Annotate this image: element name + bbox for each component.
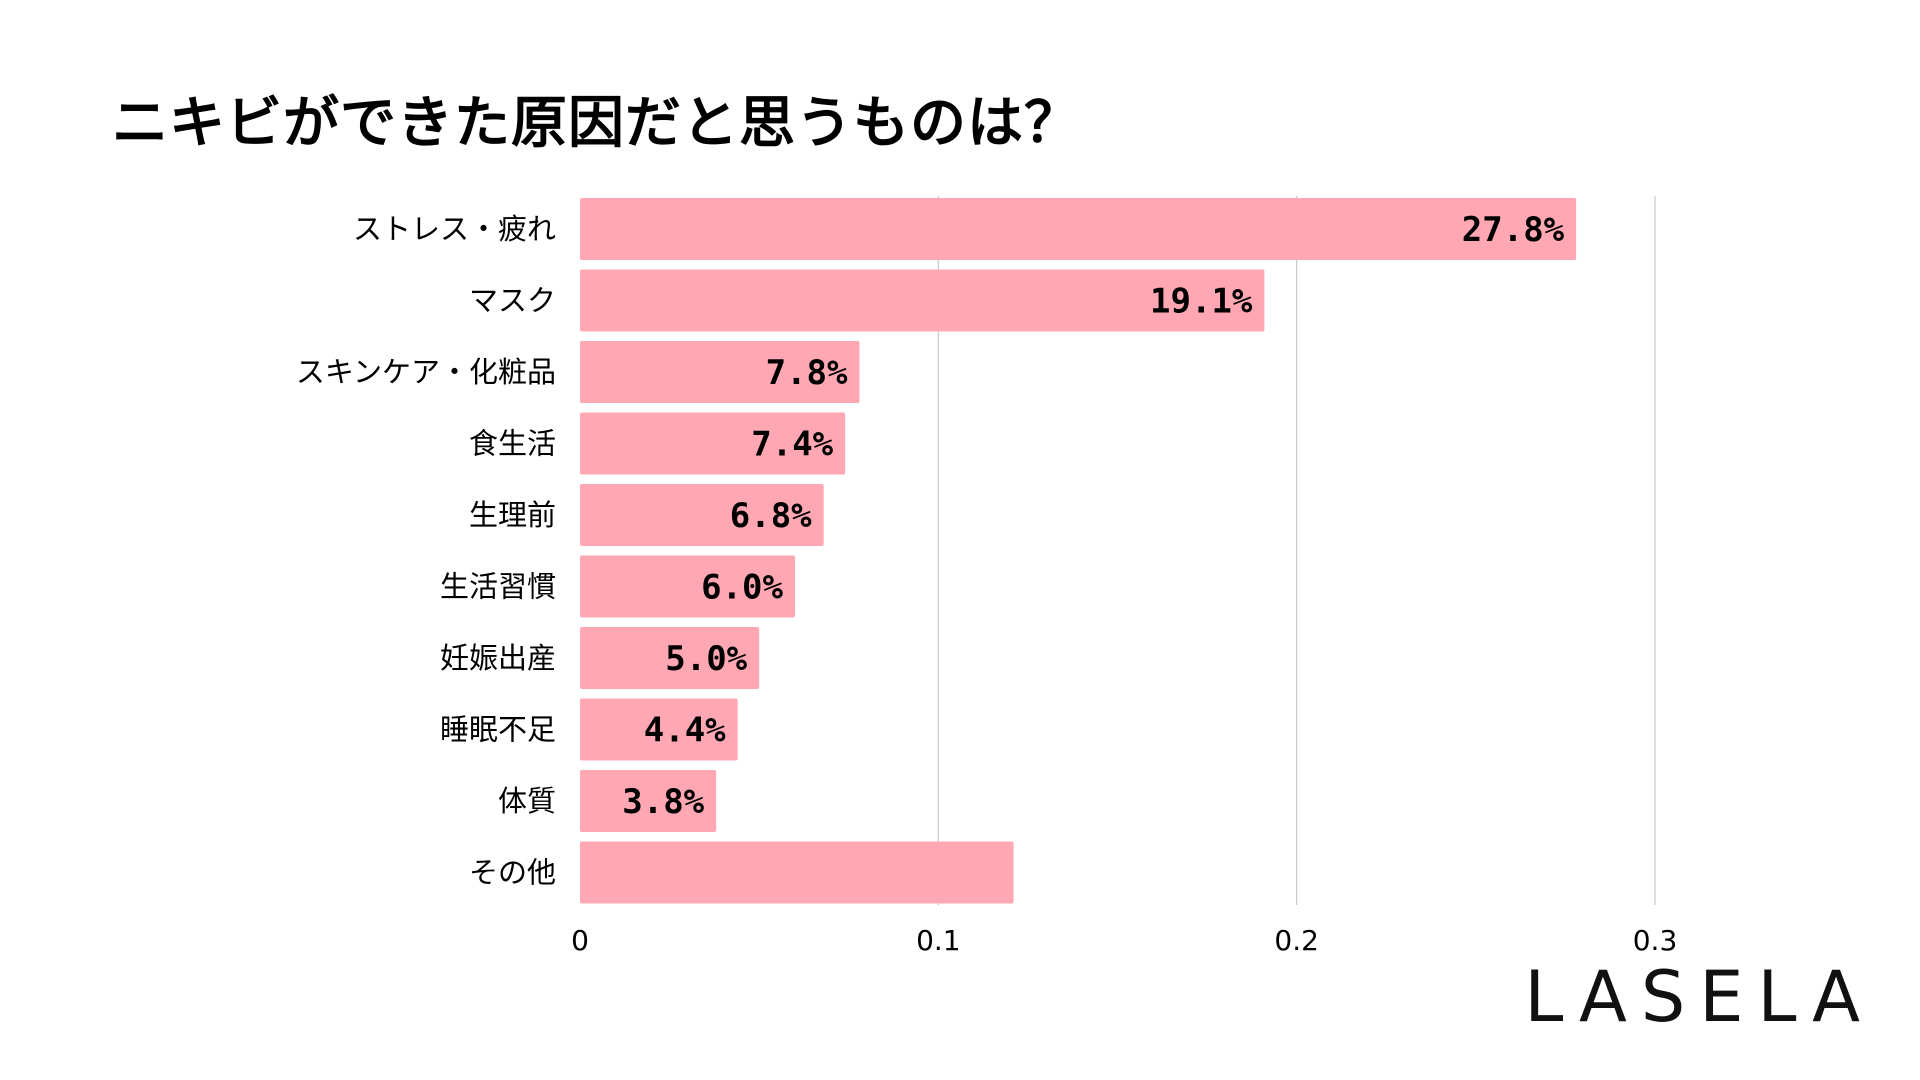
category-label: ストレス・疲れ (353, 212, 556, 246)
value-label: 3.8% (622, 782, 704, 822)
x-tick-label: 0.2 (1274, 924, 1319, 957)
bar (580, 555, 795, 618)
value-label: 5.0% (665, 639, 747, 679)
category-label: 食生活 (469, 427, 556, 461)
x-tick-label: 0.3 (1633, 924, 1678, 957)
category-label: 生活習慣 (440, 570, 556, 604)
bar (580, 412, 846, 475)
value-label: 6.0% (701, 568, 783, 608)
value-label: 4.4% (644, 711, 726, 751)
category-label: 体質 (498, 784, 556, 818)
category-label: 睡眠不足 (440, 713, 556, 747)
x-tick-label: 0.1 (916, 924, 961, 957)
bar (580, 341, 860, 403)
bars (580, 198, 1577, 904)
bar (580, 841, 1014, 904)
bar (580, 627, 760, 689)
value-label: 19.1% (1150, 282, 1253, 322)
category-label: マスク (469, 284, 556, 318)
value-labels: 27.8% 19.1% 7.8% 7.4% 6.8% 6.0% 5.0% 4.4% 3.8% (622, 210, 1564, 822)
x-tick-label: 0 (571, 924, 589, 957)
category-label: スキンケア・化粧品 (296, 355, 556, 389)
value-label: 6.8% (730, 496, 812, 536)
value-label: 27.8% (1462, 210, 1565, 250)
bar (580, 770, 717, 832)
category-label: 生理前 (469, 498, 556, 532)
bar (580, 484, 824, 546)
bar (580, 269, 1265, 332)
x-axis-ticks: 0 0.1 0.2 0.3 (571, 924, 1677, 957)
category-labels: ストレス・疲れマスクスキンケア・化粧品食生活生理前生活習慣妊娠出産睡眠不足体質そ… (296, 212, 556, 890)
value-label: 7.8% (766, 353, 848, 393)
chart-title: ニキビができた原因だと思うものは？ (112, 91, 1081, 156)
bar (580, 198, 1577, 260)
brand-logo: LASELA (1524, 956, 1874, 1038)
bar (580, 698, 738, 761)
category-label: 妊娠出産 (440, 641, 556, 675)
value-label: 7.4% (751, 425, 833, 465)
category-label: その他 (469, 856, 556, 890)
